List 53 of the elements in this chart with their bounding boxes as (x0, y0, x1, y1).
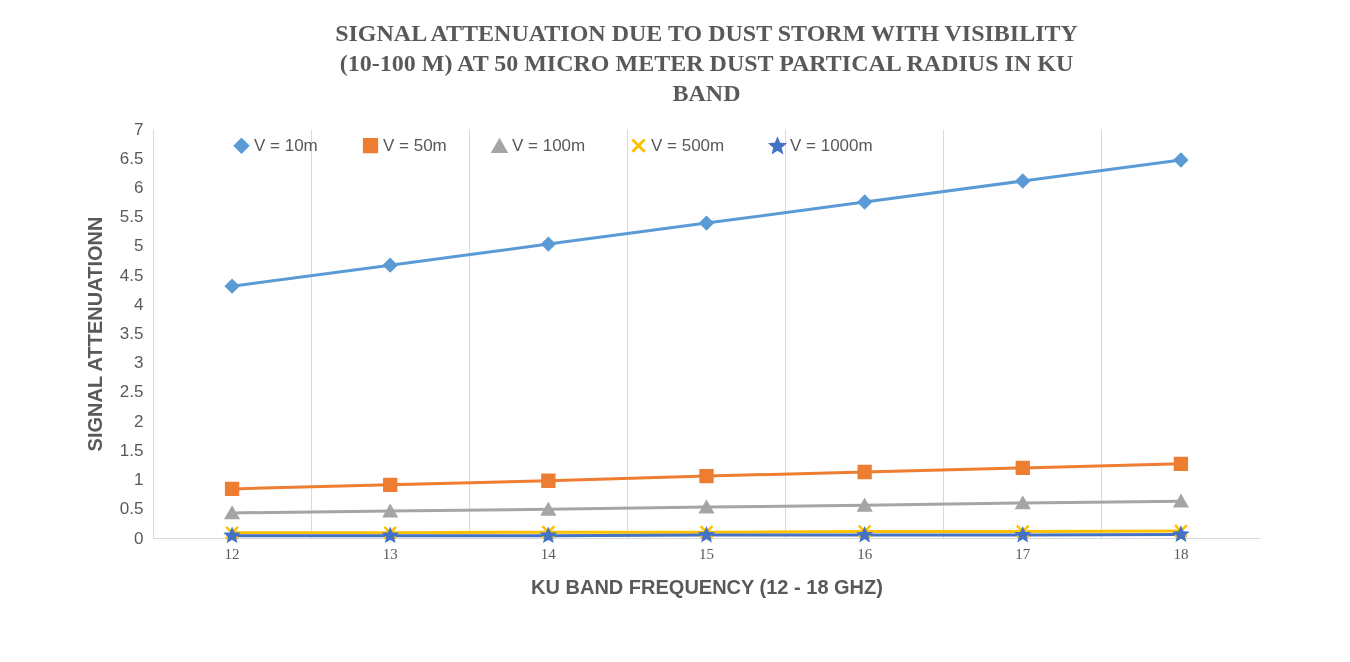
point (1015, 460, 1030, 476)
x-tick-label: 14 (540, 545, 557, 562)
y-tick-label: 5 (134, 236, 144, 256)
y-tick-label: 2 (134, 411, 144, 431)
point (1015, 496, 1030, 510)
point (857, 498, 872, 512)
y-tick-label: 0.5 (119, 499, 144, 519)
point (1174, 527, 1188, 541)
point (541, 473, 556, 488)
y-tick-label: 6.5 (119, 148, 144, 168)
y-tick-label: 1 (134, 470, 144, 490)
x-tick-label: 15 (699, 545, 714, 562)
y-tick-label: 5.5 (119, 207, 144, 227)
y-axis-title: SIGNAL ATTENUATIONN (83, 216, 106, 452)
point (224, 481, 240, 497)
point (541, 524, 556, 540)
point (1173, 456, 1189, 471)
point (224, 279, 240, 294)
y-tick-label: 7 (134, 119, 144, 139)
point (1173, 152, 1189, 168)
chart-title: SIGNAL ATTENUATION DUE TO DUST STORM WITH VISIBILITY (10-100 M) AT 50 MICRO METER DUST PARTICAL RADIUS IN KU BAND (335, 20, 1078, 106)
y-tick-label: 3 (134, 353, 144, 373)
x-tick-label: 16 (857, 545, 873, 562)
legend-label: V = 50m (383, 135, 447, 155)
y-tick-label: 4.5 (119, 265, 144, 285)
y-tick-label: 6 (134, 177, 144, 197)
point (383, 504, 398, 518)
point (1015, 173, 1030, 189)
y-tick-label: 0 (134, 528, 144, 548)
y-tick-label: 3.5 (119, 324, 144, 343)
x-tick-label: 12 (224, 545, 240, 562)
y-tick-label: 4 (134, 294, 144, 314)
point (699, 215, 714, 231)
point (383, 477, 398, 492)
point (541, 236, 556, 252)
point (857, 464, 872, 480)
legend-label: V = 10m (254, 135, 318, 155)
x-tick-label: 17 (1015, 545, 1031, 562)
x-tick-label: 13 (382, 545, 398, 562)
x-tick-label: 18 (1173, 545, 1189, 562)
point (699, 468, 714, 484)
point (541, 503, 556, 516)
y-tick-label: 2.5 (119, 382, 144, 402)
legend-label: V = 500m (651, 135, 725, 155)
point (224, 506, 240, 520)
y-tick-label: 1.5 (119, 440, 144, 460)
point (383, 257, 398, 273)
x-axis-title: KU BAND FREQUENCY (12 - 18 GHZ) (531, 575, 883, 598)
point (699, 500, 714, 514)
point (857, 194, 872, 210)
point (1173, 494, 1189, 508)
legend-label: V = 100m (512, 136, 586, 156)
legend-label: V = 1000m (790, 136, 873, 156)
